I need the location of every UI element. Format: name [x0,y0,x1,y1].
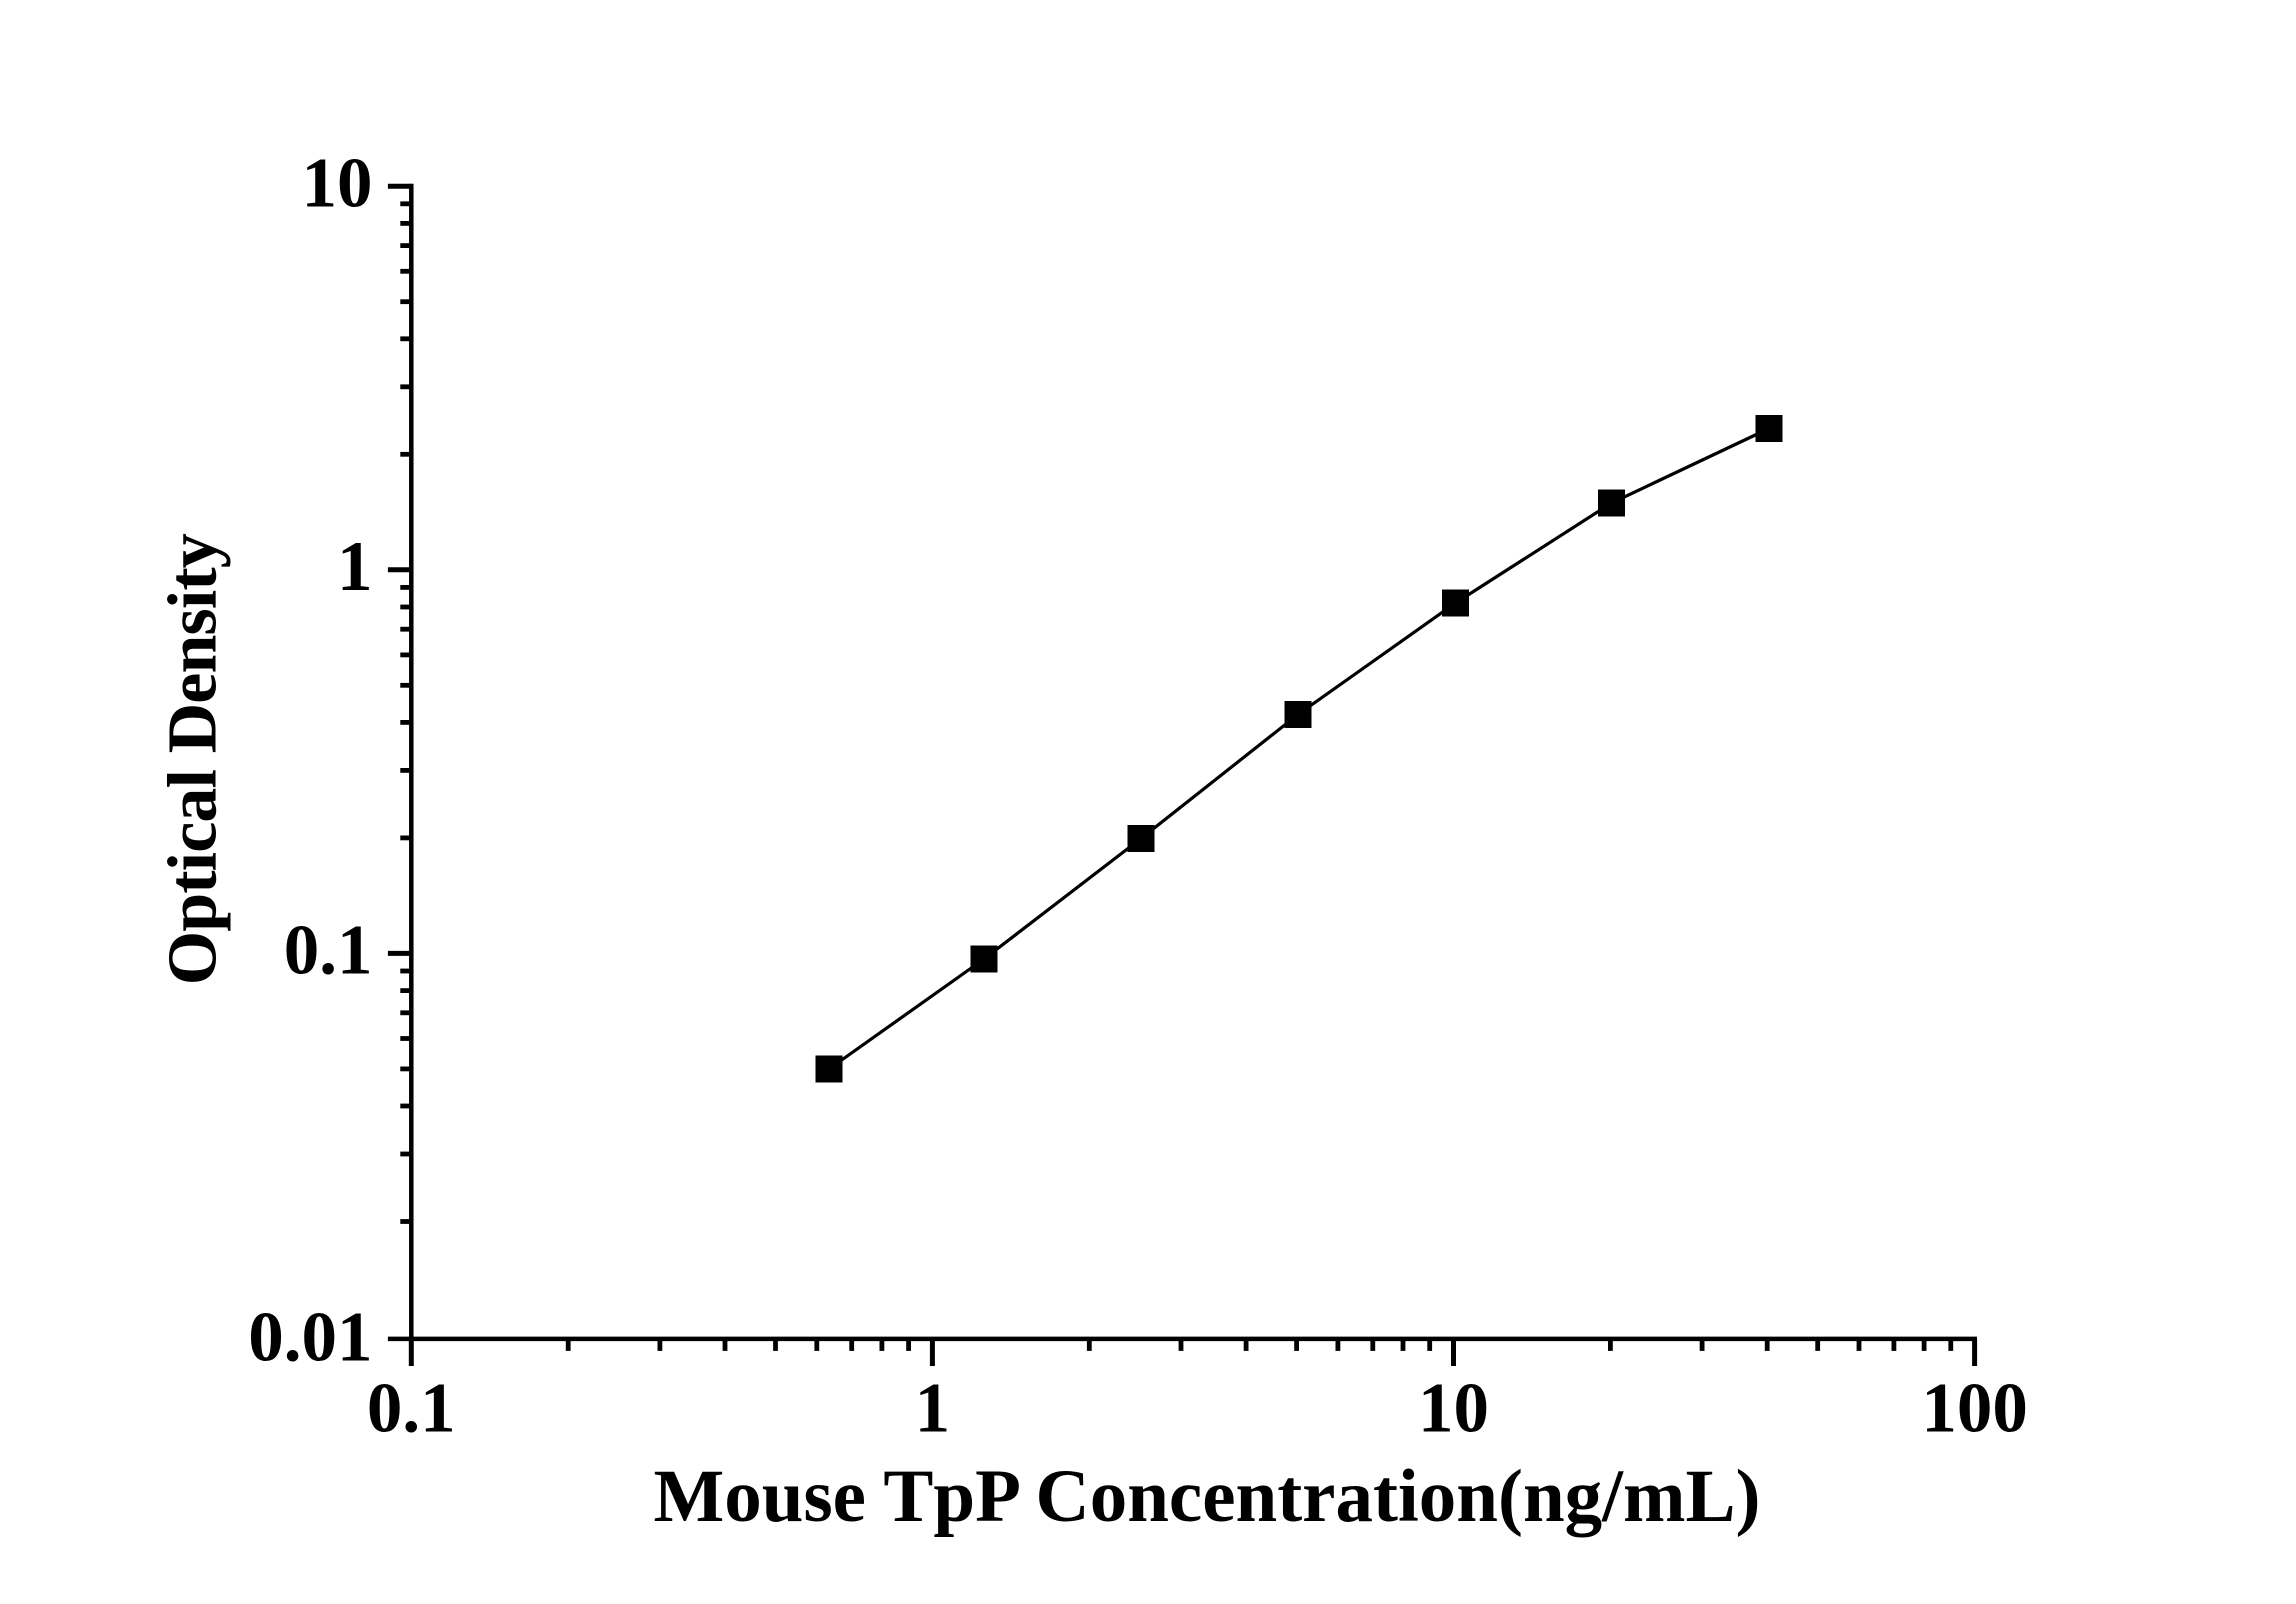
svg-text:100: 100 [1921,1370,2028,1448]
svg-text:1: 1 [337,528,373,606]
svg-text:1: 1 [915,1370,951,1448]
svg-text:0.01: 0.01 [248,1298,372,1376]
svg-text:Mouse TpP Concentration(ng/mL): Mouse TpP Concentration(ng/mL) [654,1455,1761,1538]
svg-text:0.1: 0.1 [284,912,373,990]
svg-text:10: 10 [1418,1370,1489,1448]
svg-text:10: 10 [302,145,373,223]
svg-text:Optical Density: Optical Density [154,533,231,985]
svg-text:0.1: 0.1 [367,1370,456,1448]
